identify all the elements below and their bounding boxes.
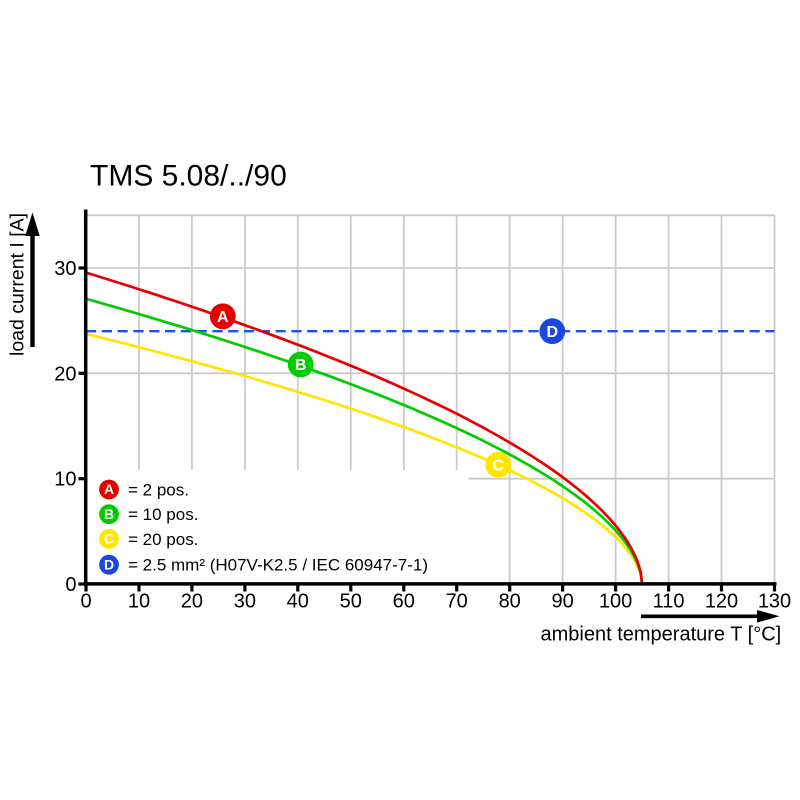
svg-text:0: 0 [80,590,91,612]
svg-text:130: 130 [758,590,791,612]
svg-text:70: 70 [446,590,468,612]
svg-text:C: C [493,458,505,475]
svg-text:110: 110 [653,590,685,612]
svg-text:30: 30 [234,590,256,612]
svg-text:C: C [104,531,114,547]
svg-text:ambient temperature T [°C]: ambient temperature T [°C] [541,624,782,646]
svg-text:load current I [A]: load current I [A] [7,213,29,356]
svg-text:= 2.5 mm² (H07V-K2.5 / IEC 609: = 2.5 mm² (H07V-K2.5 / IEC 60947-7-1) [128,556,428,575]
svg-text:A: A [217,309,229,326]
svg-text:30: 30 [54,258,76,280]
svg-text:10: 10 [128,590,150,612]
svg-text:0: 0 [65,574,76,596]
svg-text:50: 50 [340,590,362,612]
svg-text:120: 120 [705,590,738,612]
svg-text:100: 100 [599,590,632,612]
svg-text:D: D [547,324,559,341]
svg-text:20: 20 [54,363,76,385]
svg-text:90: 90 [551,590,573,612]
svg-text:D: D [104,556,114,572]
svg-text:= 20 pos.: = 20 pos. [128,530,198,549]
svg-text:B: B [104,506,114,522]
svg-text:10: 10 [54,469,76,491]
svg-text:= 2 pos.: = 2 pos. [128,481,189,500]
svg-text:A: A [104,481,114,497]
svg-text:60: 60 [393,590,415,612]
svg-text:TMS 5.08/../90: TMS 5.08/../90 [90,160,287,193]
svg-text:20: 20 [181,590,203,612]
svg-text:40: 40 [287,590,309,612]
svg-text:80: 80 [499,590,521,612]
svg-text:B: B [295,357,307,374]
svg-text:= 10 pos.: = 10 pos. [128,505,198,524]
